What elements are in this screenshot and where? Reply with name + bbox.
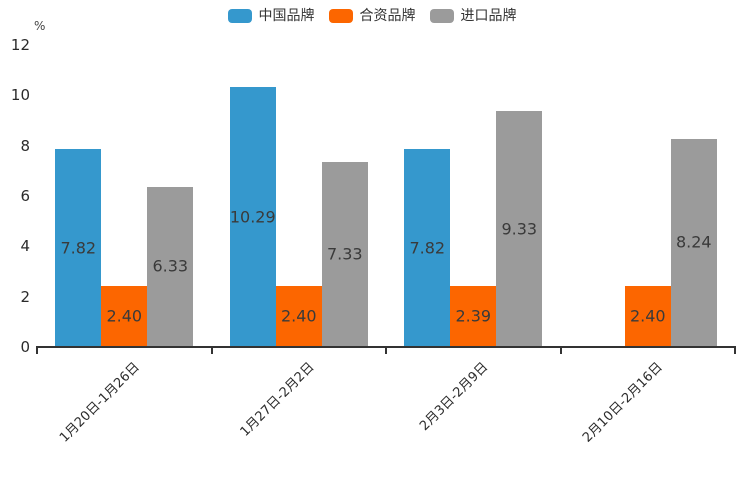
legend-item-series-2[interactable]: 进口品牌	[429, 8, 517, 24]
y-axis-unit-label: %	[34, 19, 46, 33]
bar-series-2-cat-2[interactable]: 9.33	[496, 111, 543, 346]
bar-value-label: 7.82	[409, 238, 446, 258]
x-axis-tick	[385, 348, 387, 354]
y-axis-tick-label: 12	[10, 36, 30, 54]
y-axis-tick-label: 6	[20, 187, 30, 205]
legend-label: 中国品牌	[258, 8, 315, 24]
bar-series-0-cat-0[interactable]: 7.82	[55, 149, 102, 346]
x-axis-category-label: 2月3日-2月9日	[417, 359, 492, 434]
bar-series-1-cat-1[interactable]: 2.40	[275, 285, 322, 346]
bar-series-2-cat-0[interactable]: 6.33	[147, 186, 194, 346]
bar-value-label: 7.33	[326, 244, 363, 264]
x-axis-tick	[36, 348, 38, 354]
bar-series-1-cat-2[interactable]: 2.39	[450, 285, 497, 346]
x-axis-tick	[559, 348, 562, 354]
x-axis-tick	[734, 348, 736, 354]
y-axis-tick-label: 2	[20, 287, 30, 306]
x-axis-line	[36, 346, 736, 348]
y-axis-tick-label: 10	[10, 86, 30, 105]
x-axis-category-label: 1月20日-1月26日	[56, 359, 143, 446]
bar-series-0-cat-1[interactable]: 10.29	[229, 87, 276, 346]
bar-series-1-cat-0[interactable]: 2.40	[101, 285, 148, 346]
bar-value-label: 9.33	[501, 219, 538, 239]
bar-value-label: 2.40	[106, 306, 143, 326]
x-axis-category-label: 1月27日-2月2日	[237, 359, 318, 440]
bar-series-0-cat-2[interactable]: 7.82	[404, 149, 451, 346]
y-axis-tick-label: 4	[20, 237, 30, 256]
bar-value-label: 2.40	[629, 306, 666, 326]
bar-value-label: 2.40	[280, 306, 317, 326]
legend-swatch-icon	[429, 9, 454, 23]
bar-series-1-cat-3[interactable]: 2.40	[624, 285, 671, 346]
legend-label: 合资品牌	[359, 8, 416, 24]
bar-series-2-cat-1[interactable]: 7.33	[321, 161, 368, 346]
x-axis-category-label: 2月10日-2月16日	[580, 359, 667, 446]
bar-value-label: 2.39	[455, 306, 492, 326]
legend-item-series-0[interactable]: 中国品牌	[227, 8, 315, 24]
y-axis-tick-label: 0	[20, 338, 30, 356]
y-axis-tick-label: 8	[20, 136, 30, 155]
legend-swatch-icon	[328, 9, 353, 23]
bar-value-label: 7.82	[60, 238, 97, 258]
bar-series-2-cat-3[interactable]: 8.24	[670, 138, 717, 346]
legend-item-series-1[interactable]: 合资品牌	[328, 8, 416, 24]
chart-legend: 中国品牌 合资品牌 进口品牌	[0, 8, 744, 24]
bar-value-label: 6.33	[152, 256, 189, 276]
legend-swatch-icon	[227, 9, 252, 23]
bar-value-label: 10.29	[229, 207, 276, 226]
bar-value-label: 8.24	[675, 232, 712, 252]
legend-label: 进口品牌	[460, 8, 517, 24]
x-axis-tick	[210, 348, 213, 354]
